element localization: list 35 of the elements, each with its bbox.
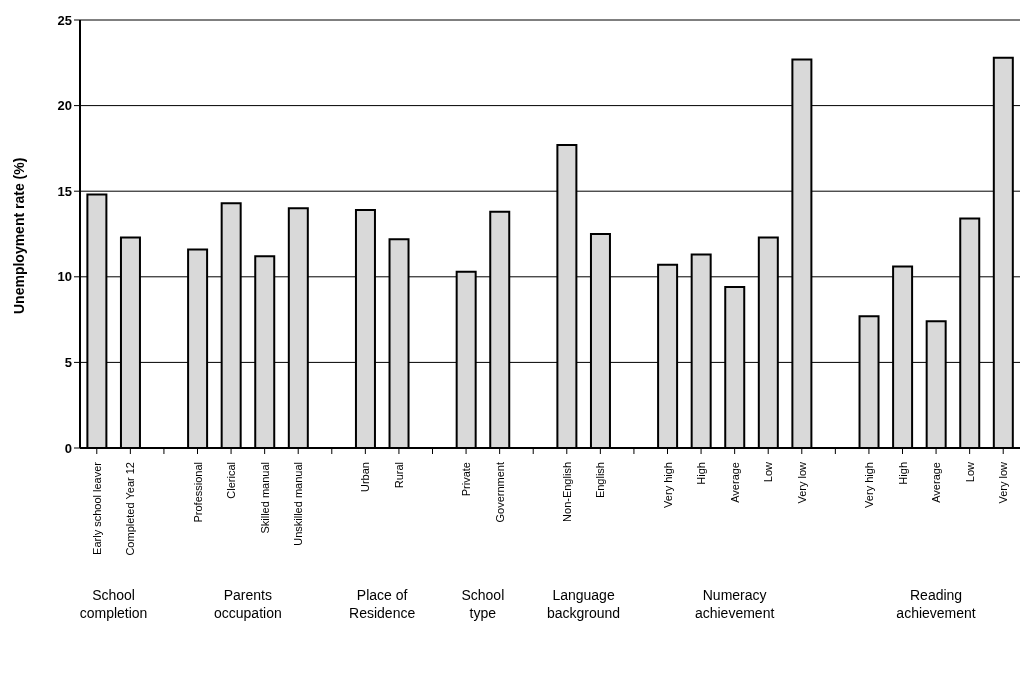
x-tick-label: Low [963,461,976,483]
x-tick-label: Early school leaver [90,461,103,555]
x-tick-label: Unskilled manual [292,462,305,546]
text: Parents occupation [213,586,283,622]
x-tick-label: High [695,462,708,485]
x-tick-label: High [896,462,909,485]
text: Place of Residence [348,586,417,622]
y-tick-label: 20 [57,98,72,114]
x-tick-label: Low [762,461,775,483]
y-tick-label: 25 [57,12,72,28]
x-tick-label: Skilled manual [258,462,271,534]
x-tick-label: Average [930,462,943,503]
x-tick-label: Urban [359,462,372,492]
text: Language background [545,586,622,622]
x-tick-label: Non-English [560,462,573,522]
x-tick-label: Professional [191,462,204,523]
y-tick-label: 10 [57,269,72,285]
x-tick-label: Very low [997,461,1010,504]
x-tick-label: Clerical [225,462,238,499]
x-tick-label: English [594,462,607,499]
x-tick-label: Average [728,462,741,503]
text: Reading achievement [895,586,977,622]
x-tick-label: Government [493,462,506,523]
y-tick-label: 15 [57,183,72,199]
x-tick-label: Very high [862,462,875,508]
y-tick-label: 0 [64,440,72,456]
x-tick-label: Private [460,462,473,497]
x-tick-label: Completed Year 12 [124,462,137,556]
x-tick-label: Very low [795,461,808,504]
text: School completion [78,586,149,622]
y-tick-label: 5 [64,355,72,371]
x-tick-label: Rural [392,462,405,489]
x-tick-label: Very high [661,462,674,508]
text: Numeracy achievement [693,586,776,622]
y-axis-title: Unemployment rate (%) [10,157,27,314]
